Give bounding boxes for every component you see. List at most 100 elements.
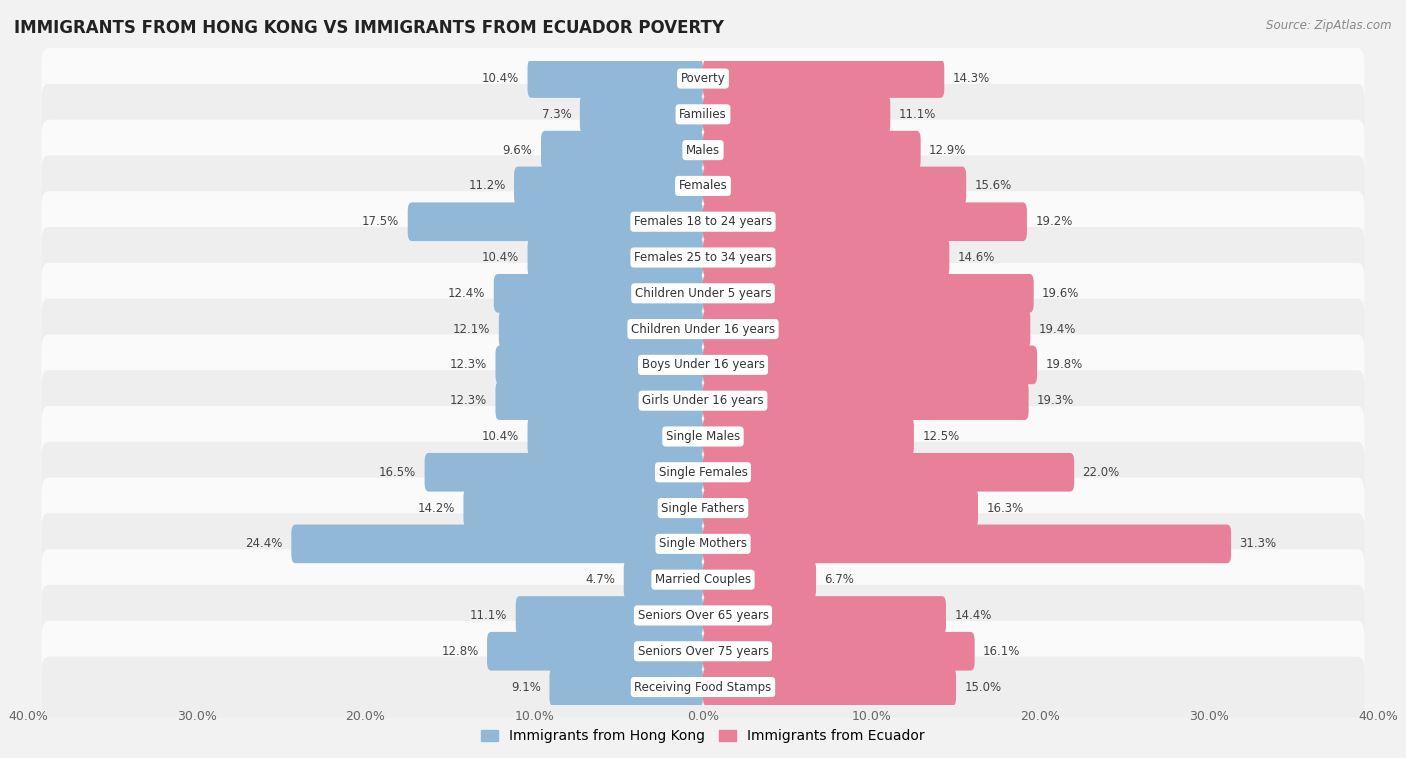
Text: 16.1%: 16.1%	[983, 645, 1021, 658]
FancyBboxPatch shape	[703, 632, 974, 671]
FancyBboxPatch shape	[42, 478, 1364, 538]
Text: 19.4%: 19.4%	[1039, 323, 1076, 336]
Text: 7.3%: 7.3%	[541, 108, 571, 121]
FancyBboxPatch shape	[550, 668, 703, 706]
Text: 22.0%: 22.0%	[1083, 465, 1119, 479]
Text: 19.8%: 19.8%	[1046, 359, 1083, 371]
Text: 16.5%: 16.5%	[380, 465, 416, 479]
Text: Single Fathers: Single Fathers	[661, 502, 745, 515]
FancyBboxPatch shape	[42, 191, 1364, 252]
FancyBboxPatch shape	[486, 632, 703, 671]
FancyBboxPatch shape	[499, 310, 703, 349]
FancyBboxPatch shape	[579, 95, 703, 133]
Text: 12.4%: 12.4%	[449, 287, 485, 300]
FancyBboxPatch shape	[703, 489, 979, 528]
FancyBboxPatch shape	[703, 167, 966, 205]
FancyBboxPatch shape	[464, 489, 703, 528]
Text: 11.1%: 11.1%	[470, 609, 508, 622]
FancyBboxPatch shape	[494, 274, 703, 312]
FancyBboxPatch shape	[42, 550, 1364, 610]
Text: Females: Females	[679, 180, 727, 193]
Text: 11.2%: 11.2%	[468, 180, 506, 193]
FancyBboxPatch shape	[408, 202, 703, 241]
FancyBboxPatch shape	[703, 274, 1033, 312]
FancyBboxPatch shape	[42, 585, 1364, 646]
Text: 14.3%: 14.3%	[953, 72, 990, 85]
Text: Females 18 to 24 years: Females 18 to 24 years	[634, 215, 772, 228]
FancyBboxPatch shape	[703, 131, 921, 170]
FancyBboxPatch shape	[42, 442, 1364, 503]
Text: 15.0%: 15.0%	[965, 681, 1001, 694]
Text: Single Males: Single Males	[666, 430, 740, 443]
FancyBboxPatch shape	[42, 263, 1364, 324]
FancyBboxPatch shape	[42, 84, 1364, 145]
Text: 12.3%: 12.3%	[450, 359, 486, 371]
FancyBboxPatch shape	[425, 453, 703, 492]
Text: 15.6%: 15.6%	[974, 180, 1012, 193]
Text: 10.4%: 10.4%	[482, 251, 519, 264]
Text: 12.9%: 12.9%	[929, 143, 966, 157]
Text: Families: Families	[679, 108, 727, 121]
Text: Single Mothers: Single Mothers	[659, 537, 747, 550]
FancyBboxPatch shape	[42, 155, 1364, 216]
Text: Seniors Over 65 years: Seniors Over 65 years	[637, 609, 769, 622]
FancyBboxPatch shape	[703, 59, 945, 98]
Text: Source: ZipAtlas.com: Source: ZipAtlas.com	[1267, 19, 1392, 32]
Text: 31.3%: 31.3%	[1240, 537, 1277, 550]
Text: 19.2%: 19.2%	[1035, 215, 1073, 228]
FancyBboxPatch shape	[703, 381, 1029, 420]
FancyBboxPatch shape	[703, 525, 1232, 563]
Text: Poverty: Poverty	[681, 72, 725, 85]
Text: 9.6%: 9.6%	[503, 143, 533, 157]
FancyBboxPatch shape	[42, 48, 1364, 109]
FancyBboxPatch shape	[42, 227, 1364, 288]
Text: 24.4%: 24.4%	[246, 537, 283, 550]
Text: 19.3%: 19.3%	[1038, 394, 1074, 407]
Text: 12.3%: 12.3%	[450, 394, 486, 407]
Text: Children Under 5 years: Children Under 5 years	[634, 287, 772, 300]
Text: 12.5%: 12.5%	[922, 430, 959, 443]
Text: Single Females: Single Females	[658, 465, 748, 479]
FancyBboxPatch shape	[541, 131, 703, 170]
FancyBboxPatch shape	[291, 525, 703, 563]
FancyBboxPatch shape	[42, 299, 1364, 359]
FancyBboxPatch shape	[527, 238, 703, 277]
Text: 10.4%: 10.4%	[482, 72, 519, 85]
Text: 14.6%: 14.6%	[957, 251, 995, 264]
FancyBboxPatch shape	[703, 560, 815, 599]
Text: 6.7%: 6.7%	[824, 573, 855, 586]
FancyBboxPatch shape	[703, 453, 1074, 492]
FancyBboxPatch shape	[703, 238, 949, 277]
FancyBboxPatch shape	[42, 621, 1364, 681]
Text: Boys Under 16 years: Boys Under 16 years	[641, 359, 765, 371]
Text: Seniors Over 75 years: Seniors Over 75 years	[637, 645, 769, 658]
FancyBboxPatch shape	[703, 668, 956, 706]
FancyBboxPatch shape	[703, 310, 1031, 349]
Text: 9.1%: 9.1%	[512, 681, 541, 694]
Text: 4.7%: 4.7%	[585, 573, 616, 586]
FancyBboxPatch shape	[495, 381, 703, 420]
FancyBboxPatch shape	[515, 167, 703, 205]
Text: 10.4%: 10.4%	[482, 430, 519, 443]
Text: 16.3%: 16.3%	[987, 502, 1024, 515]
FancyBboxPatch shape	[42, 406, 1364, 467]
FancyBboxPatch shape	[42, 120, 1364, 180]
FancyBboxPatch shape	[495, 346, 703, 384]
Text: IMMIGRANTS FROM HONG KONG VS IMMIGRANTS FROM ECUADOR POVERTY: IMMIGRANTS FROM HONG KONG VS IMMIGRANTS …	[14, 19, 724, 37]
FancyBboxPatch shape	[703, 346, 1038, 384]
FancyBboxPatch shape	[527, 417, 703, 456]
FancyBboxPatch shape	[703, 95, 890, 133]
Legend: Immigrants from Hong Kong, Immigrants from Ecuador: Immigrants from Hong Kong, Immigrants fr…	[481, 729, 925, 743]
FancyBboxPatch shape	[42, 656, 1364, 718]
Text: Females 25 to 34 years: Females 25 to 34 years	[634, 251, 772, 264]
Text: 11.1%: 11.1%	[898, 108, 936, 121]
Text: 14.2%: 14.2%	[418, 502, 456, 515]
FancyBboxPatch shape	[703, 596, 946, 634]
FancyBboxPatch shape	[703, 417, 914, 456]
FancyBboxPatch shape	[42, 513, 1364, 575]
FancyBboxPatch shape	[516, 596, 703, 634]
FancyBboxPatch shape	[42, 370, 1364, 431]
Text: Receiving Food Stamps: Receiving Food Stamps	[634, 681, 772, 694]
Text: Children Under 16 years: Children Under 16 years	[631, 323, 775, 336]
Text: Married Couples: Married Couples	[655, 573, 751, 586]
